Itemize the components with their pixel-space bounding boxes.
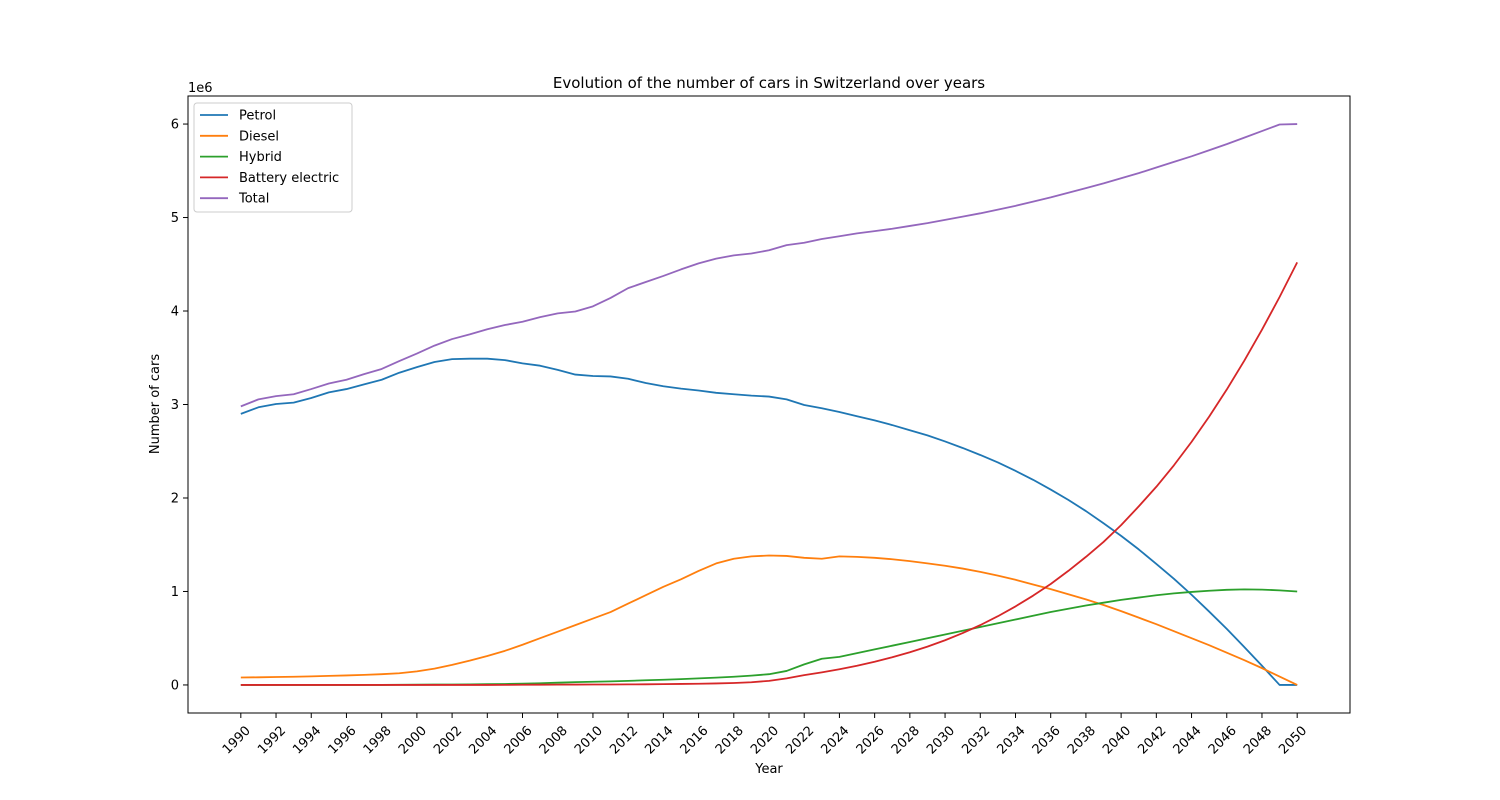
y-tick-label: 1 [171, 585, 179, 600]
legend-box [193, 102, 353, 213]
series-line-total [240, 123, 1298, 408]
legend-label: Total [238, 192, 269, 207]
legend-label: Petrol [239, 109, 276, 124]
y-axis-multiplier: 1e6 [188, 81, 213, 96]
y-tick-label: 4 [171, 305, 179, 320]
series-line-petrol [240, 357, 1298, 686]
series-line-battery-electric [240, 261, 1298, 686]
y-tick-label: 0 [171, 678, 179, 693]
y-tick-label: 3 [171, 398, 179, 413]
plot-layer [240, 123, 1298, 686]
legend: Petrol Diesel Hybrid Battery electric Total [193, 102, 353, 213]
y-tick-label: 5 [171, 211, 179, 226]
series-line-diesel [240, 554, 1298, 686]
y-tick-label: 2 [171, 491, 179, 506]
chart-title: Evolution of the number of cars in Switz… [553, 74, 985, 92]
legend-label: Hybrid [239, 150, 282, 165]
y-axis-title: Number of cars [148, 354, 163, 454]
legend-label: Battery electric [239, 171, 339, 186]
legend-label: Diesel [239, 129, 279, 144]
x-axis-title: Year [754, 762, 783, 777]
y-tick-label: 6 [171, 118, 179, 133]
y-axis: 0 1 2 3 4 5 6 [171, 118, 188, 693]
